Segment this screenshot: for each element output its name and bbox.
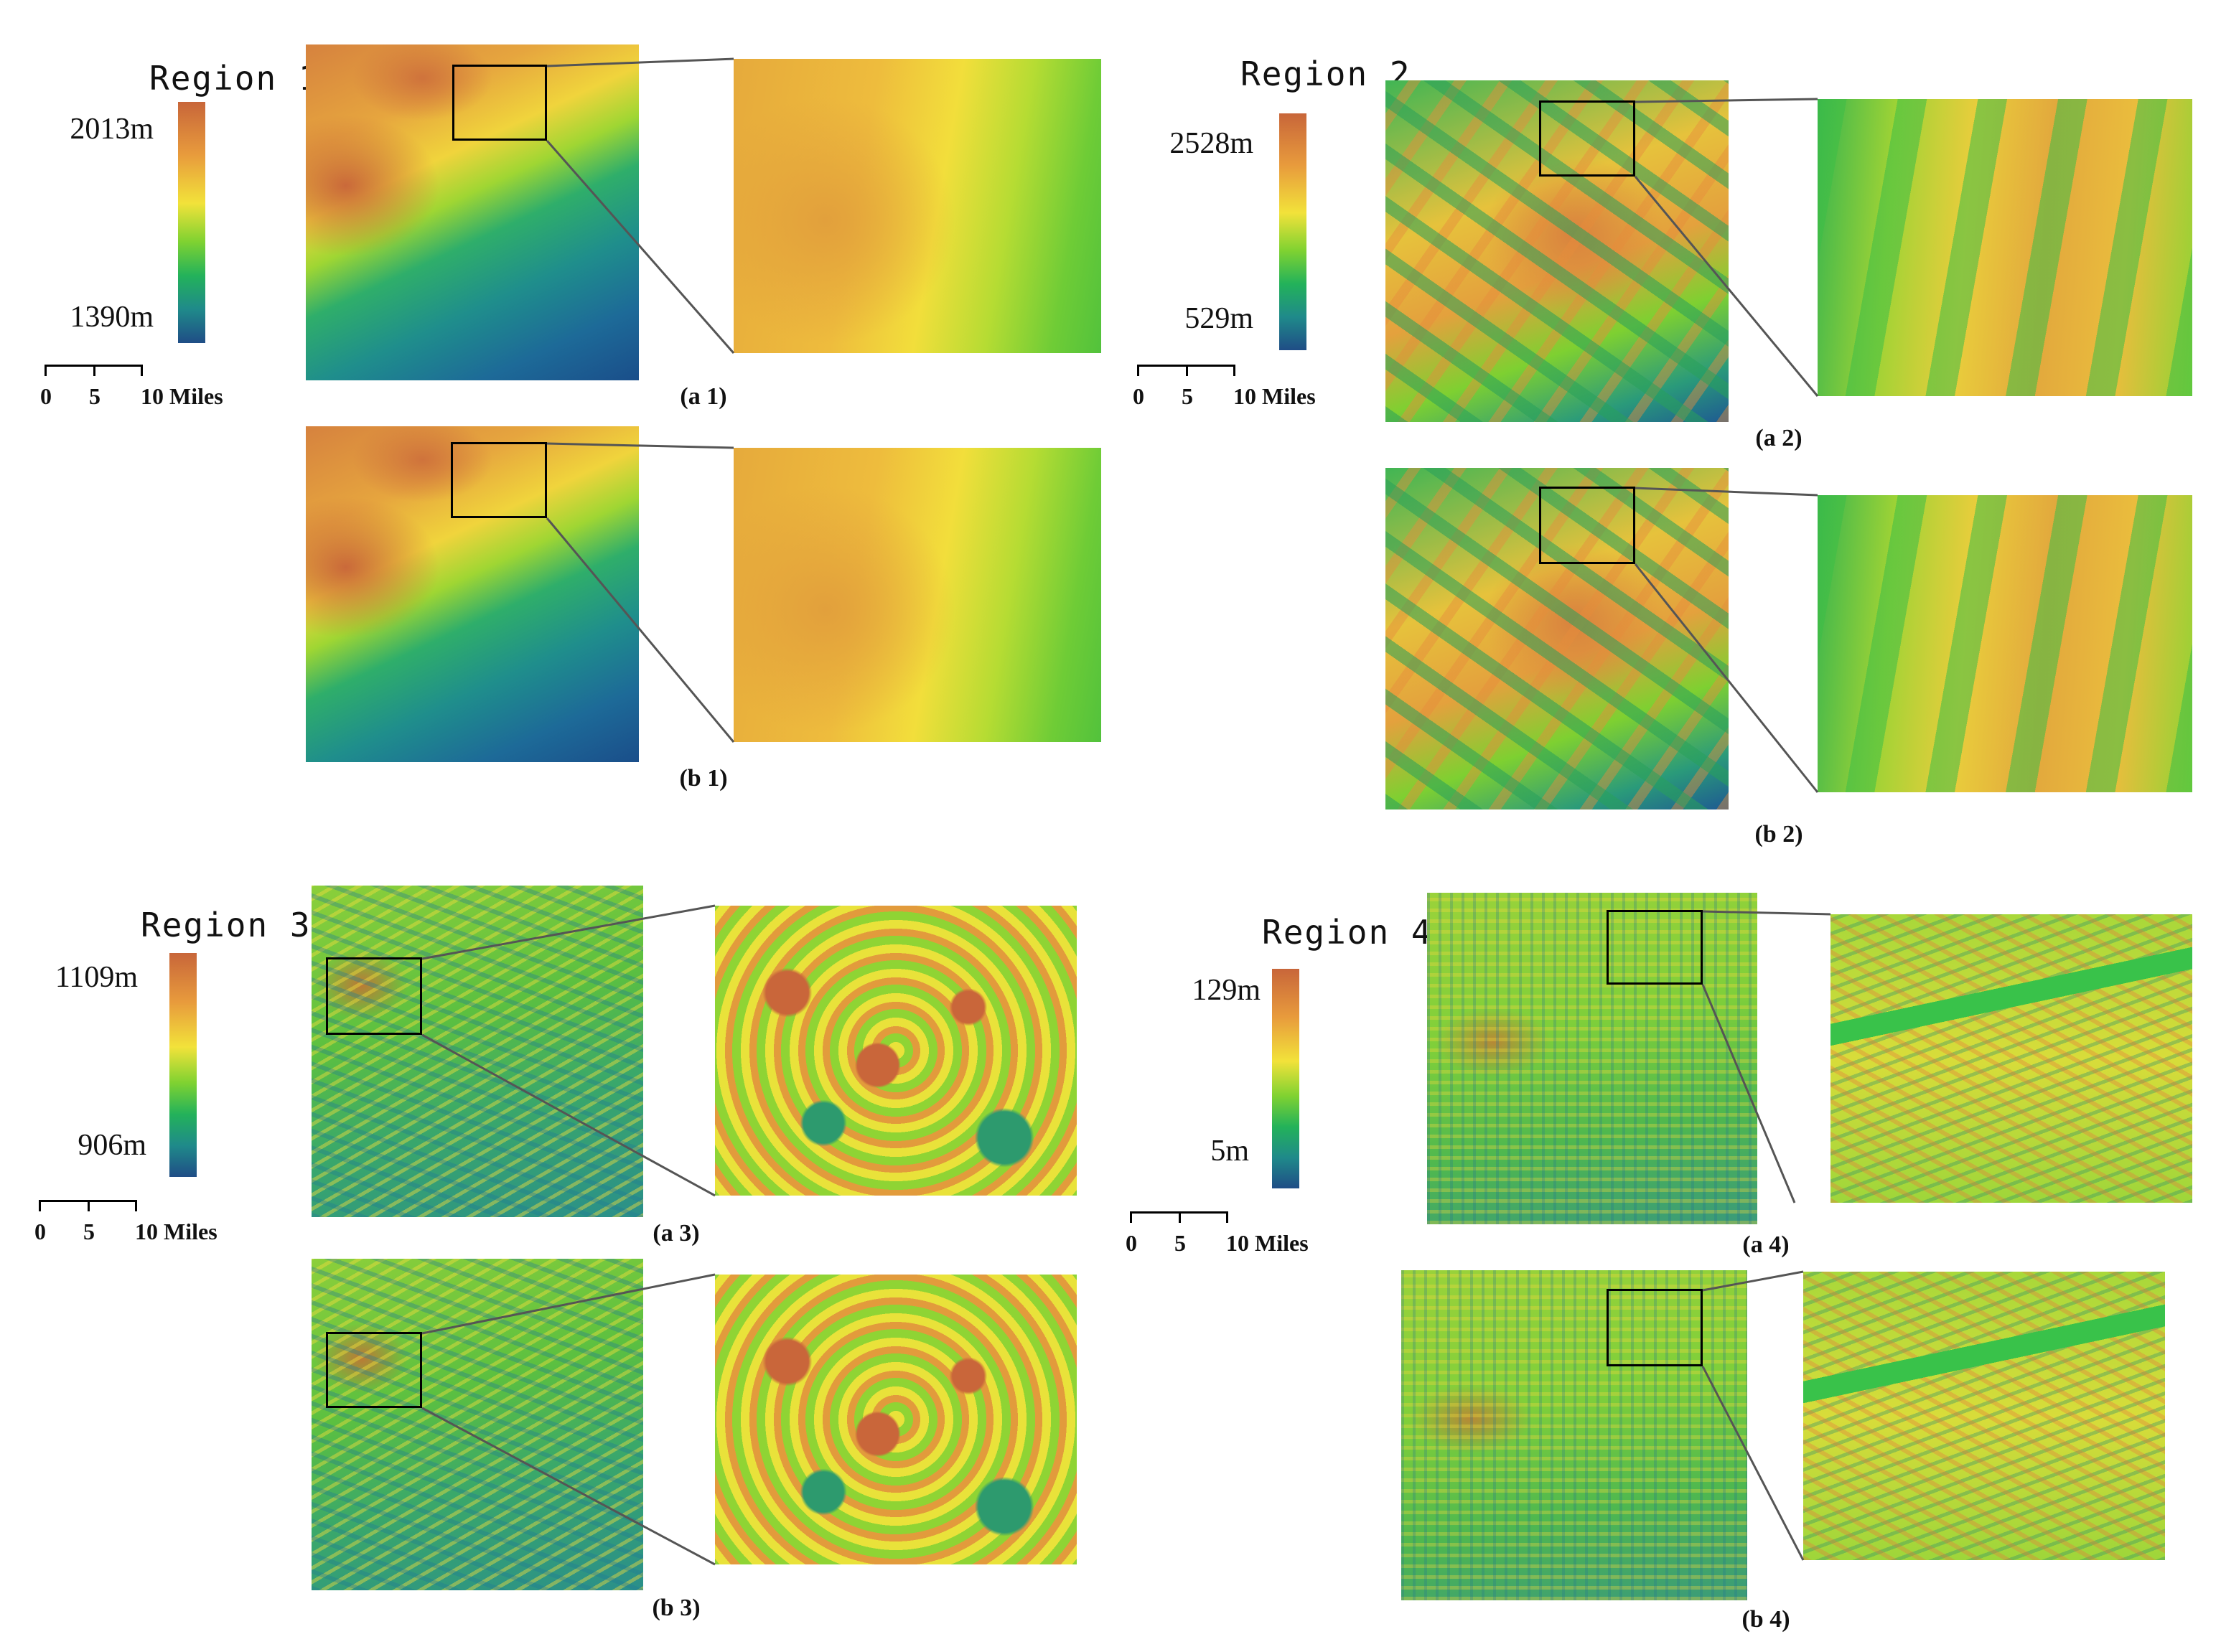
region-4-map-b-inset-box [1607,1289,1703,1366]
region-4-map-b [1401,1270,1747,1600]
region-3-map-a-inset-box [326,957,422,1035]
region-4-legend-max: 129m [1192,974,1261,1007]
region-2-title: Region 2 [1240,55,1411,93]
region-1-caption-b: (b 1) [679,765,728,792]
region-2-caption-b: (b 2) [1754,821,1803,848]
region-1-legend-min: 1390m [70,301,154,334]
region-3-scale-10: 10 Miles [135,1219,218,1244]
region-4-map-a [1427,893,1757,1224]
region-4-colorbar [1272,969,1299,1188]
region-4-legend-min: 5m [1210,1135,1249,1168]
region-2-scale-5: 5 [1182,383,1193,409]
region-4-zoom-a [1830,914,2192,1203]
region-3-zoom-b [715,1275,1077,1564]
region-1-legend-max: 2013m [70,113,154,146]
region-1-scale-0: 0 [40,383,52,409]
region-4-scale-5: 5 [1174,1230,1186,1256]
region-1-title: Region 1 [149,59,320,98]
region-3-map-b [312,1259,643,1590]
region-2-scale-0: 0 [1133,383,1144,409]
region-3-scalebar: 0 5 10 Miles [34,1198,218,1249]
region-2-caption-a: (a 2) [1755,425,1802,451]
region-3-legend-max: 1109m [55,961,138,994]
region-4-title: Region 4 [1262,913,1433,952]
region-4-map-a-inset-box [1607,910,1703,985]
region-4-scale-0: 0 [1126,1230,1137,1256]
region-2-zoom-a [1818,99,2192,396]
region-3-map-a [312,886,643,1217]
region-4-caption-a: (a 4) [1742,1231,1790,1258]
region-1-zoom-a [734,59,1101,353]
region-1-map-a-inset-box [452,65,547,141]
region-4-scalebar: 0 5 10 Miles [1126,1210,1309,1260]
region-2-scale-10: 10 Miles [1233,383,1316,409]
region-4-zoom-b [1803,1272,2165,1560]
region-2-legend-min: 529m [1184,302,1253,335]
region-4-scale-10: 10 Miles [1226,1230,1309,1256]
region-3-caption-a: (a 3) [653,1220,700,1247]
region-1-caption-a: (a 1) [680,383,727,410]
region-3-scale-5: 5 [83,1219,95,1244]
region-1-map-b-inset-box [451,442,547,518]
region-2-zoom-b [1818,495,2192,792]
region-3-title: Region 3 [141,906,312,944]
region-1-scale-5: 5 [89,383,100,409]
region-2-map-b-inset-box [1539,487,1635,564]
region-4-caption-b: (b 4) [1741,1606,1790,1633]
region-3-caption-b: (b 3) [652,1595,701,1621]
region-1-colorbar [178,102,205,343]
region-3-zoom-a [715,906,1077,1196]
region-1-scalebar: 0 5 10 Miles [40,363,223,413]
region-2-legend-max: 2528m [1169,127,1253,160]
region-3-map-b-inset-box [326,1332,422,1408]
region-2-scalebar: 0 5 10 Miles [1133,363,1316,413]
region-3-colorbar [169,953,197,1177]
region-3-scale-0: 0 [34,1219,46,1244]
region-1-scale-10: 10 Miles [141,383,223,409]
region-2-map-a-inset-box [1539,100,1635,177]
region-2-colorbar [1279,113,1306,350]
region-3-legend-min: 906m [78,1129,146,1162]
region-1-zoom-b [734,448,1101,742]
